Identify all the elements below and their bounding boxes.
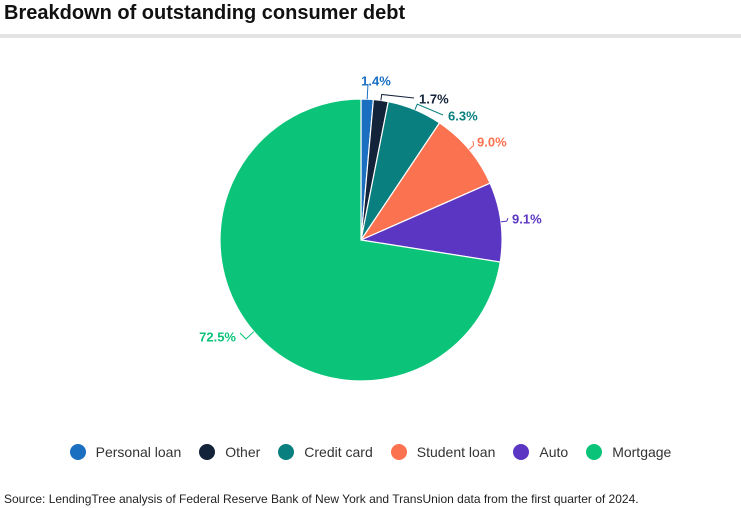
legend-swatch: [199, 444, 216, 460]
legend-label: Personal loan: [95, 444, 182, 460]
legend-swatch: [513, 444, 530, 460]
data-label-student-loan: 9.0%: [477, 134, 507, 149]
legend-item-credit-card: Credit card: [278, 444, 373, 460]
legend-label: Student loan: [416, 444, 496, 460]
legend-swatch: [586, 444, 603, 460]
data-label-mortgage: 72.5%: [199, 329, 236, 344]
leader-line-other: [380, 93, 415, 101]
legend-label: Other: [225, 444, 261, 460]
chart-title: Breakdown of outstanding consumer debt: [4, 2, 406, 24]
title-divider: [0, 34, 741, 38]
legend-swatch: [278, 444, 295, 460]
legend-label: Credit card: [304, 444, 373, 460]
legend-label: Mortgage: [612, 444, 672, 460]
pie-slice-auto: [358, 182, 503, 263]
legend-item-auto: Auto: [513, 444, 568, 460]
chart-legend: Personal loan Other Credit card Student loa…: [0, 440, 741, 464]
pie-chart: 1.4% 1.7% 6.3% 9.0% 9.1% 72.5%: [199, 73, 542, 382]
pie-slice-mortgage: [219, 98, 501, 382]
data-label-other: 1.7%: [419, 91, 449, 106]
legend-label: Auto: [539, 444, 569, 460]
pie-slice-student-loan: [359, 122, 491, 242]
data-label-credit-card: 6.3%: [448, 108, 478, 123]
legend-item-mortgage: Mortgage: [586, 444, 671, 460]
leader-line-credit-card: [414, 103, 444, 116]
legend-item-personal-loan: Personal loan: [69, 444, 182, 460]
leader-line-auto: [500, 217, 509, 223]
leader-line-mortgage: [239, 331, 255, 340]
legend-swatch: [69, 444, 86, 460]
source-note: Source: LendingTree analysis of Federal …: [4, 492, 639, 506]
legend-swatch: [390, 444, 407, 460]
data-label-auto: 9.1%: [512, 211, 542, 226]
legend-item-student-loan: Student loan: [390, 444, 496, 460]
leader-line-personal-loan: [366, 83, 369, 100]
leader-line-student-loan: [468, 140, 475, 150]
data-label-personal-loan: 1.4%: [361, 73, 391, 88]
legend-item-other: Other: [199, 444, 260, 460]
